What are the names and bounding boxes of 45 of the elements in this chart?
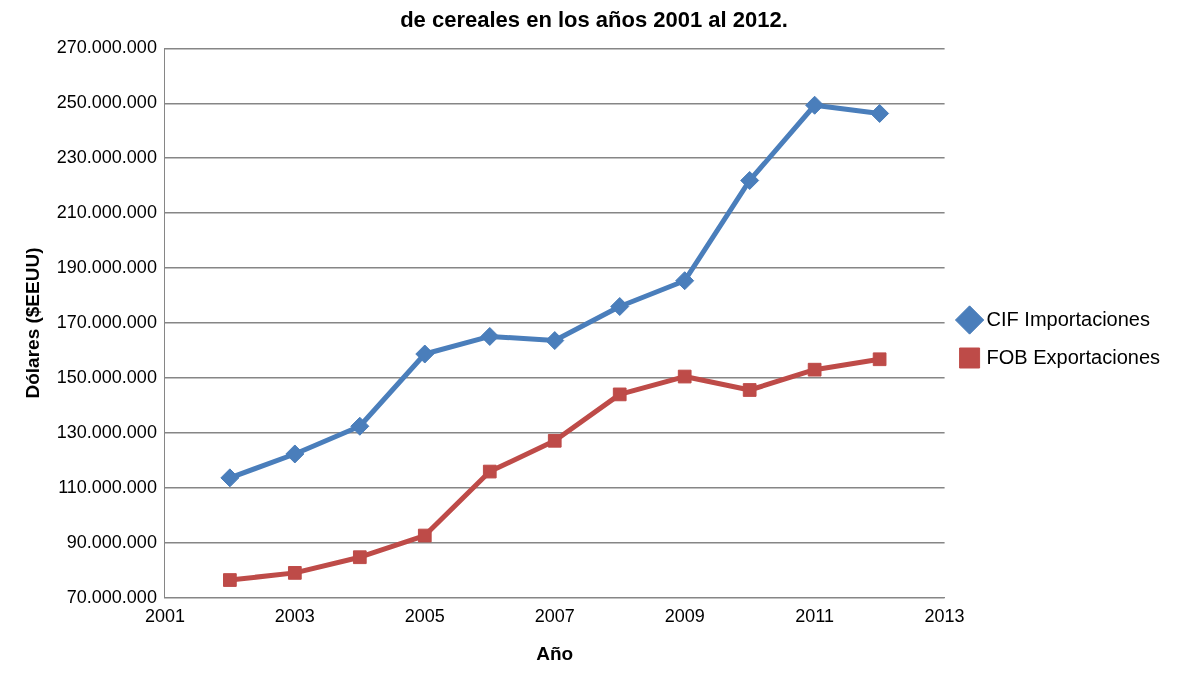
point bbox=[547, 433, 562, 448]
point bbox=[415, 344, 435, 364]
point bbox=[287, 566, 302, 580]
legend-label: FOB Exportaciones bbox=[986, 345, 1161, 368]
point bbox=[612, 387, 627, 402]
point bbox=[417, 528, 432, 543]
y-tick-label: 270.000.000 bbox=[56, 37, 157, 58]
y-tick-label: 70.000.000 bbox=[66, 586, 157, 607]
point bbox=[675, 271, 695, 291]
point bbox=[285, 444, 305, 464]
point bbox=[480, 326, 500, 346]
x-tick-label: 2011 bbox=[795, 606, 834, 627]
point bbox=[352, 550, 367, 565]
x-tick-label: 2001 bbox=[144, 606, 185, 627]
x-tick-label: 2007 bbox=[534, 606, 575, 627]
y-tick-label: 230.000.000 bbox=[56, 147, 157, 168]
point bbox=[740, 170, 760, 190]
y-tick-label: 190.000.000 bbox=[56, 257, 157, 278]
y-tick-label: 150.000.000 bbox=[56, 366, 157, 387]
point bbox=[870, 103, 890, 123]
y-tick-label: 90.000.000 bbox=[66, 531, 157, 552]
point bbox=[350, 416, 370, 436]
x-tick-label: 2003 bbox=[274, 606, 315, 627]
point bbox=[223, 573, 237, 587]
point bbox=[805, 95, 825, 115]
x-tick-label: 2005 bbox=[404, 606, 445, 627]
x-tick-label: 2013 bbox=[924, 606, 965, 627]
point bbox=[610, 297, 630, 317]
point bbox=[742, 383, 757, 397]
point bbox=[482, 464, 497, 479]
point bbox=[872, 352, 887, 367]
y-tick-label: 210.000.000 bbox=[56, 202, 157, 223]
legend-label: CIF Importaciones bbox=[986, 307, 1150, 330]
x-axis-title: Año bbox=[536, 642, 574, 664]
y-tick-label: 130.000.000 bbox=[56, 421, 157, 442]
point bbox=[545, 331, 565, 351]
point bbox=[220, 468, 240, 488]
x-tick-label: 2009 bbox=[664, 606, 705, 627]
y-tick-label: 110.000.000 bbox=[58, 476, 157, 497]
y-tick-label: 250.000.000 bbox=[56, 92, 157, 113]
point bbox=[807, 362, 822, 377]
chart-title: de cereales en los años 2001 al 2012. bbox=[400, 7, 788, 33]
point bbox=[677, 369, 692, 384]
y-axis-title: Dólares ($EEUU) bbox=[21, 247, 43, 399]
y-tick-label: 170.000.000 bbox=[56, 311, 157, 332]
